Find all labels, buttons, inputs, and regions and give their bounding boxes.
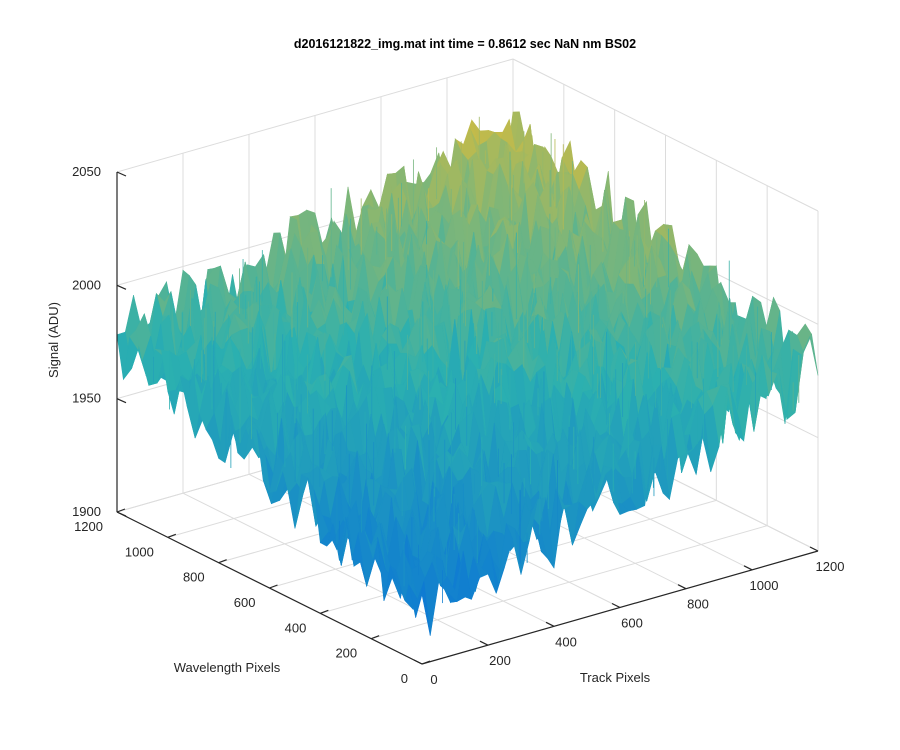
x-tick-mark <box>545 621 555 627</box>
x-tick-label: 400 <box>555 634 577 649</box>
y-tick-label: 1000 <box>125 544 154 559</box>
z-axis-label: Signal (ADU) <box>46 302 61 378</box>
y-tick-mark <box>167 533 177 538</box>
x-axis-label: Track Pixels <box>580 670 651 685</box>
grid-line-y-floor <box>371 525 768 640</box>
z-tick-mark <box>116 284 127 290</box>
z-tick-label: 1900 <box>72 504 101 519</box>
y-tick-label: 0 <box>401 671 408 686</box>
x-tick-mark <box>743 565 753 571</box>
x-tick-label: 200 <box>489 653 511 668</box>
y-tick-label: 200 <box>335 646 357 661</box>
x-tick-mark <box>611 602 621 609</box>
z-tick-mark <box>116 511 127 517</box>
y-tick-mark <box>320 609 329 614</box>
z-tick-label: 1950 <box>72 391 101 406</box>
x-tick-label: 1000 <box>750 578 779 593</box>
y-tick-label: 600 <box>234 595 256 610</box>
y-tick-mark <box>370 635 380 640</box>
axis-layer: 0 200 400 600 800 1000 1200 0 200 400 600 800 1000 12… <box>72 164 844 687</box>
x-tick-mark <box>413 659 423 665</box>
y-axis-label: Wavelength Pixels <box>174 660 281 675</box>
y-tick-label: 800 <box>183 570 205 585</box>
x-tick-mark <box>677 584 687 590</box>
y-tick-mark <box>116 508 126 513</box>
x-tick-label: 800 <box>687 597 709 612</box>
z-tick-mark <box>116 398 127 404</box>
surface-cell <box>415 581 431 636</box>
x-tick-label: 600 <box>621 616 643 631</box>
z-tick-label: 2050 <box>72 164 101 179</box>
surface-layer <box>116 111 819 636</box>
z-tick-label: 2000 <box>72 277 101 292</box>
z-tick-mark <box>116 171 127 177</box>
x-tick-mark <box>809 546 819 552</box>
y-tick-label: 1200 <box>74 519 103 534</box>
y-tick-mark <box>218 559 227 564</box>
x-tick-label: 0 <box>430 672 437 687</box>
y-tick-mark <box>421 660 431 665</box>
chart-title: d2016121822_img.mat int time = 0.8612 se… <box>294 37 636 51</box>
x-tick-mark <box>479 640 489 646</box>
y-tick-mark <box>269 584 278 589</box>
y-tick-label: 400 <box>285 620 307 635</box>
x-tick-label: 1200 <box>816 559 845 574</box>
